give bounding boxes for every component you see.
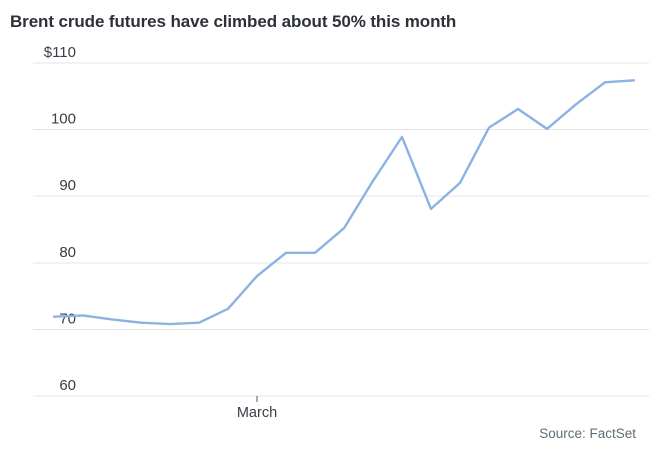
y-axis-tick-label: 70 [59, 310, 76, 327]
y-axis-tick-label: 60 [59, 377, 76, 394]
source-attribution: Source: FactSet [539, 426, 636, 441]
x-axis-tick-label: March [237, 405, 277, 421]
price-line [52, 79, 636, 326]
y-axis-tick-label: 90 [59, 177, 76, 194]
y-axis-tick-label: $110 [44, 44, 76, 61]
chart-title: Brent crude futures have climbed about 5… [10, 12, 457, 31]
y-axis-tick-label: 80 [59, 244, 76, 261]
y-axis-tick-label: 100 [51, 111, 76, 128]
